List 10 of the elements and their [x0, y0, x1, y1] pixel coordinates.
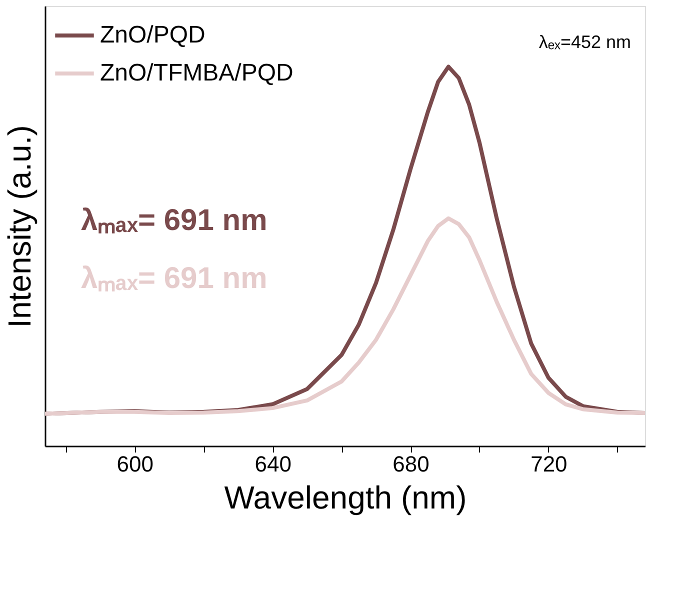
y-axis-title: Intensity (a.u.) — [2, 125, 38, 328]
annotation: λₘₐₓ= 691 nm — [81, 204, 268, 237]
legend-label: ZnO/PQD — [100, 22, 206, 48]
x-tick-label: 640 — [254, 452, 292, 476]
x-tick-label: 600 — [116, 452, 154, 476]
text: λₑₓ=452 nm — [538, 32, 631, 52]
legend-label: ZnO/TFMBA/PQD — [100, 60, 294, 86]
x-axis-title: Wavelength (nm) — [224, 480, 467, 516]
x-tick-label: 680 — [392, 452, 430, 476]
x-tick-label: 720 — [530, 452, 568, 476]
